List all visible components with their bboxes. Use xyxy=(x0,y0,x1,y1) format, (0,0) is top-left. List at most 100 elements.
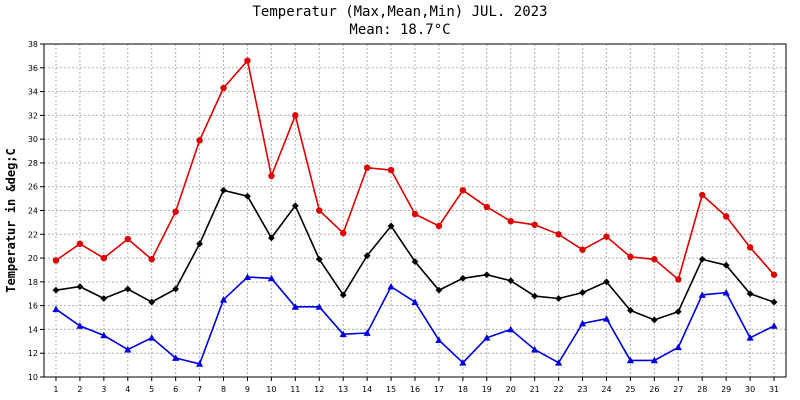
data-point xyxy=(459,359,467,366)
data-point xyxy=(411,210,419,218)
data-point xyxy=(675,276,682,283)
data-point xyxy=(363,164,371,171)
data-point xyxy=(459,187,467,194)
data-point xyxy=(627,253,634,261)
data-point xyxy=(555,295,563,302)
data-point xyxy=(555,359,563,366)
series-2 xyxy=(52,186,778,324)
x-tick-label: 20 xyxy=(506,385,516,394)
x-tick-label: 24 xyxy=(601,385,611,394)
data-point xyxy=(555,231,562,238)
data-point xyxy=(411,258,419,266)
data-point xyxy=(387,166,395,174)
x-tick-label: 29 xyxy=(721,385,731,394)
data-point xyxy=(244,192,251,200)
x-tick-label: 17 xyxy=(434,385,444,394)
x-tick-label: 3 xyxy=(101,385,106,394)
y-tick-label: 30 xyxy=(28,135,38,144)
x-tick-label: 15 xyxy=(386,385,396,394)
data-point xyxy=(244,57,251,64)
y-tick-label: 26 xyxy=(28,183,38,192)
x-tick-label: 5 xyxy=(149,385,154,394)
x-tick-label: 26 xyxy=(649,385,659,394)
data-point xyxy=(435,336,443,344)
data-point xyxy=(483,203,491,211)
x-tick-label: 21 xyxy=(530,385,540,394)
data-point xyxy=(411,298,419,305)
x-tick-label: 28 xyxy=(697,385,707,394)
x-tick-label: 25 xyxy=(625,385,635,394)
y-tick-label: 18 xyxy=(28,278,38,287)
x-tick-label: 8 xyxy=(221,385,226,394)
data-point xyxy=(363,252,371,260)
data-point xyxy=(698,291,706,298)
data-point xyxy=(148,256,155,263)
x-tick-label: 16 xyxy=(410,385,420,394)
x-tick-label: 22 xyxy=(554,385,564,394)
data-point xyxy=(387,222,395,230)
x-tick-label: 19 xyxy=(482,385,492,394)
x-tick-label: 13 xyxy=(338,385,348,394)
data-point xyxy=(339,229,347,237)
data-point xyxy=(602,315,611,322)
y-tick-label: 32 xyxy=(28,111,38,120)
data-point xyxy=(220,186,227,194)
data-point xyxy=(483,334,491,341)
data-point xyxy=(52,257,60,264)
x-tick-label: 27 xyxy=(673,385,683,394)
data-point xyxy=(650,356,658,364)
data-point xyxy=(363,329,371,336)
data-point xyxy=(315,303,323,310)
y-tick-label: 16 xyxy=(28,302,38,311)
data-point xyxy=(124,346,132,353)
data-point xyxy=(292,112,299,119)
data-point xyxy=(531,346,539,353)
x-tick-label: 7 xyxy=(197,385,202,394)
x-tick-label: 9 xyxy=(245,385,250,394)
y-tick-label: 36 xyxy=(28,64,38,73)
data-point xyxy=(124,235,131,243)
data-point xyxy=(531,221,538,228)
data-point xyxy=(195,360,204,367)
data-point xyxy=(291,303,299,310)
data-point xyxy=(746,334,754,341)
data-point xyxy=(52,305,60,313)
y-tick-label: 20 xyxy=(28,254,38,263)
data-point xyxy=(148,298,156,306)
x-tick-label: 10 xyxy=(266,385,276,394)
data-point xyxy=(124,285,132,293)
data-point xyxy=(435,286,443,294)
chart-title: Temperatur (Max,Mean,Min) JUL. 2023 xyxy=(252,4,548,20)
data-point xyxy=(507,277,515,285)
x-tick-label: 2 xyxy=(77,385,82,394)
data-point xyxy=(100,331,108,339)
data-point xyxy=(507,218,514,225)
data-point xyxy=(722,261,730,269)
data-point xyxy=(219,296,228,303)
series-3 xyxy=(52,273,778,367)
data-point xyxy=(196,137,203,144)
x-tick-label: 6 xyxy=(173,385,178,394)
grid xyxy=(44,44,786,377)
data-point xyxy=(76,240,84,247)
data-point xyxy=(459,274,467,282)
data-point xyxy=(626,356,635,364)
y-tick-label: 10 xyxy=(28,373,38,382)
data-point xyxy=(148,334,156,341)
data-point xyxy=(674,308,682,315)
data-point xyxy=(770,322,778,329)
data-point xyxy=(579,289,586,296)
y-tick-label: 24 xyxy=(28,207,38,216)
data-point xyxy=(243,273,252,280)
data-point xyxy=(268,172,275,180)
series-layer xyxy=(52,57,778,367)
data-point xyxy=(627,307,634,314)
data-point xyxy=(579,246,586,253)
data-point xyxy=(315,255,323,263)
y-axis-label: Temperatur in &deg;C xyxy=(4,148,18,293)
data-point xyxy=(76,322,84,329)
y-tick-label: 28 xyxy=(28,159,38,168)
data-point xyxy=(674,343,682,351)
data-point xyxy=(507,325,515,333)
